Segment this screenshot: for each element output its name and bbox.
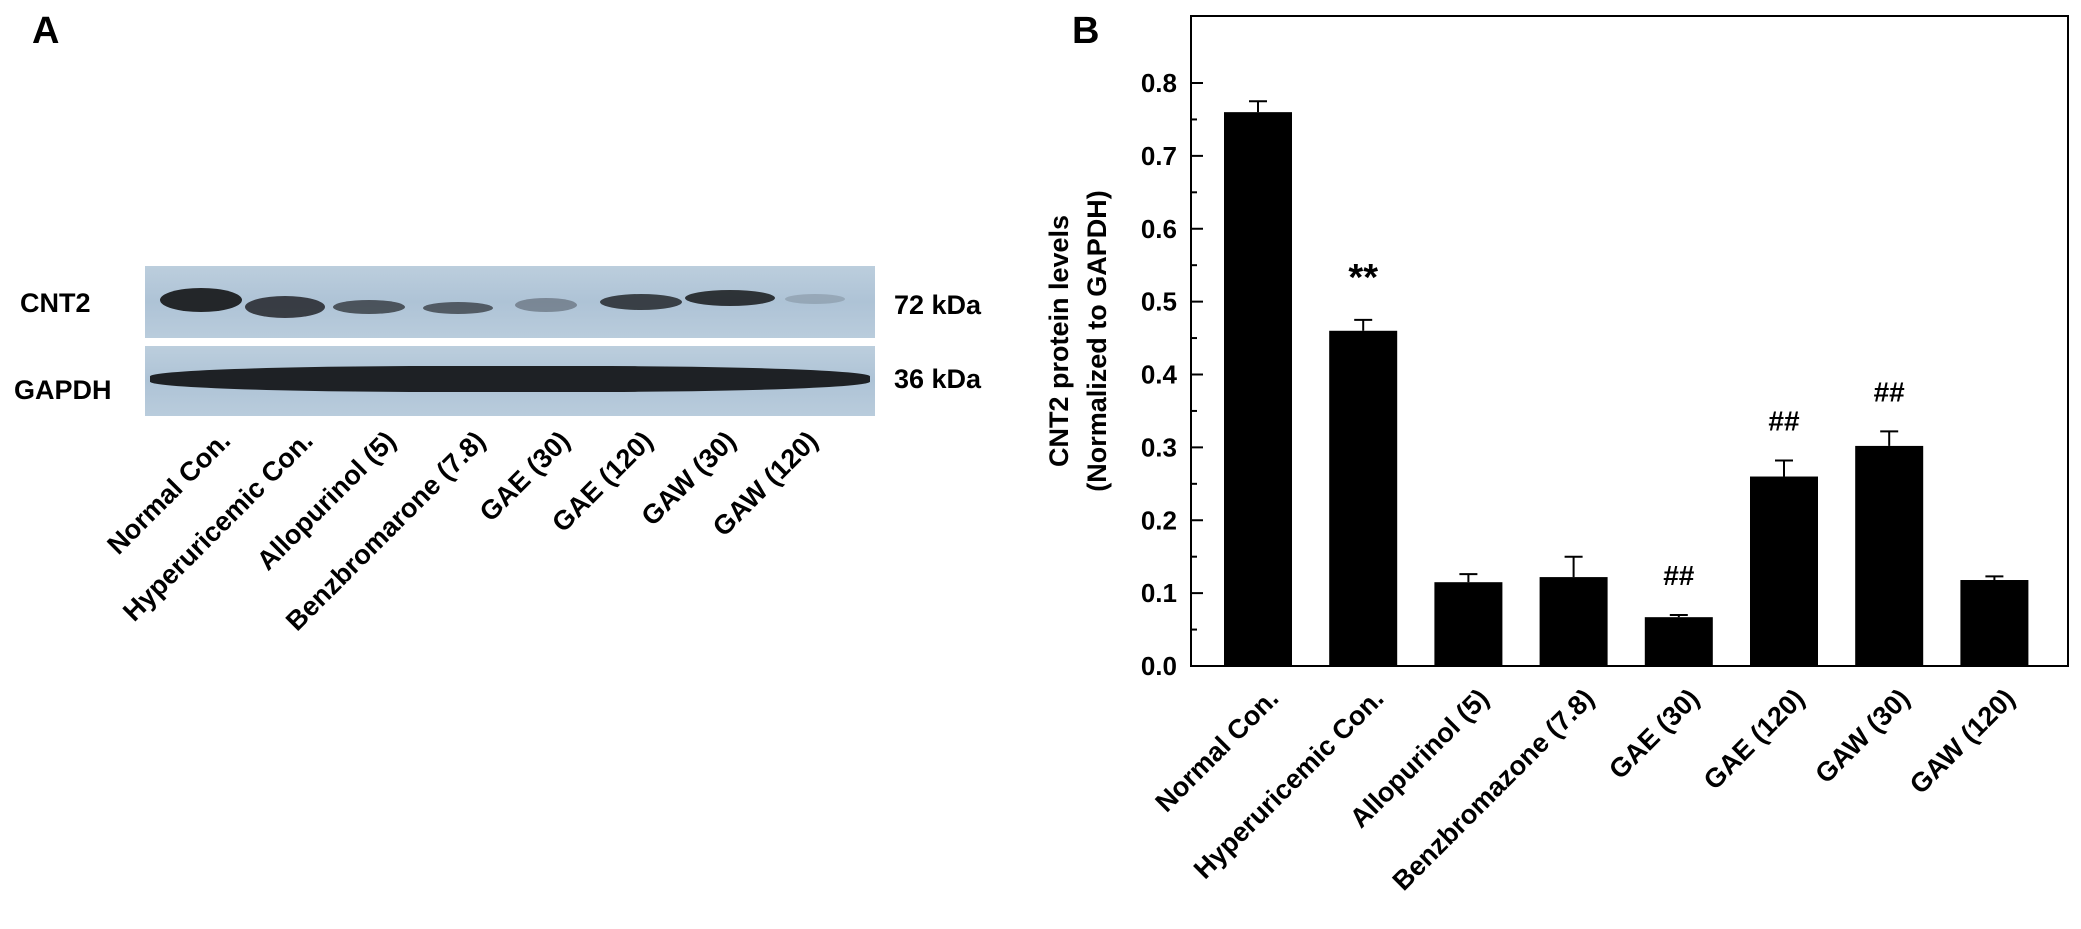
bar bbox=[1644, 617, 1713, 666]
y-tick-label: 0.3 bbox=[1141, 432, 1177, 462]
bar bbox=[1329, 330, 1398, 666]
cnt2-row-label: CNT2 bbox=[20, 288, 91, 318]
cnt2-band bbox=[515, 298, 577, 312]
cnt2-blot-image bbox=[145, 266, 875, 338]
y-tick-label: 0.5 bbox=[1141, 287, 1177, 317]
significance-marker: ## bbox=[1768, 405, 1800, 436]
bar bbox=[1539, 577, 1608, 666]
y-tick-label: 0.4 bbox=[1141, 360, 1178, 390]
x-tick-label: GAW (120) bbox=[1904, 683, 2021, 800]
plot-frame bbox=[1190, 15, 2069, 667]
gapdh-size-label: 36 kDa bbox=[894, 364, 982, 394]
cnt2-band bbox=[245, 296, 325, 318]
x-tick-label: GAW (30) bbox=[1809, 683, 1915, 789]
significance-marker: ## bbox=[1874, 376, 1906, 407]
bar bbox=[1224, 112, 1292, 666]
cnt2-band bbox=[600, 294, 682, 310]
panel-b-label: B bbox=[1072, 10, 1100, 52]
x-tick-label: GAE (30) bbox=[1603, 683, 1705, 785]
y-tick-label: 0.7 bbox=[1141, 141, 1177, 171]
significance-marker: ## bbox=[1663, 560, 1695, 591]
y-axis-label: (Normalized to GAPDH) bbox=[1082, 190, 1112, 492]
y-tick-label: 0.2 bbox=[1141, 505, 1177, 535]
x-tick-label: GAE (120) bbox=[1698, 683, 1810, 795]
y-tick-label: 0.1 bbox=[1141, 578, 1177, 608]
cnt2-band bbox=[785, 294, 845, 304]
y-tick-label: 0.0 bbox=[1141, 651, 1177, 681]
bar bbox=[1855, 445, 1924, 666]
significance-marker: ** bbox=[1348, 257, 1378, 299]
y-tick-label: 0.6 bbox=[1141, 214, 1177, 244]
cnt2-band bbox=[160, 288, 242, 312]
bar bbox=[1750, 476, 1818, 666]
cnt2-band bbox=[423, 302, 493, 314]
gapdh-row-label: GAPDH bbox=[14, 375, 112, 405]
cnt2-size-label: 72 kDa bbox=[894, 290, 982, 320]
cnt2-band bbox=[685, 290, 775, 306]
bar bbox=[1434, 582, 1503, 666]
x-tick-label: Hyperuricemic Con. bbox=[1188, 683, 1390, 885]
gapdh-blot-image bbox=[145, 346, 875, 416]
cnt2-band bbox=[333, 300, 405, 314]
bar bbox=[1960, 580, 2029, 666]
panel-a-label: A bbox=[32, 10, 60, 52]
y-axis-label: CNT2 protein levels bbox=[1044, 215, 1074, 467]
y-tick-label: 0.8 bbox=[1141, 68, 1177, 98]
gapdh-band bbox=[150, 366, 870, 392]
x-tick-label: Benzbromazone (7.8) bbox=[1387, 683, 1600, 896]
